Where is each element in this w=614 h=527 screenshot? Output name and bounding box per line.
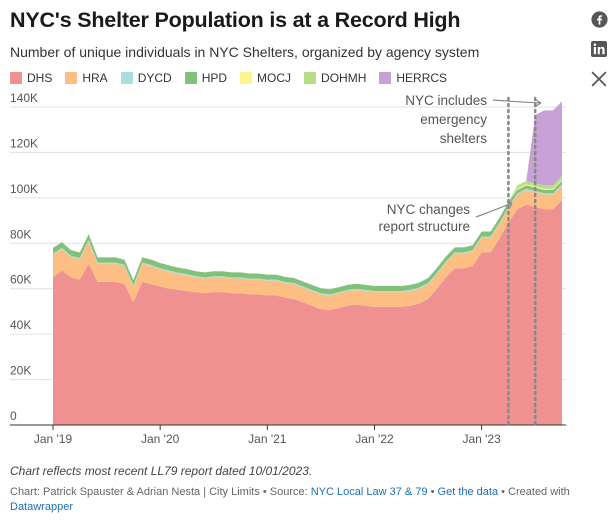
y-tick-label: 20K: [10, 364, 31, 378]
y-tick-label: 80K: [10, 227, 31, 241]
legend-label: MOCJ: [257, 71, 292, 85]
annotation-arrow: [475, 202, 513, 218]
legend-item-dycd: DYCD: [120, 71, 172, 85]
chart-legend: DHS HRA DYCD HPD MOCJ DOHMH HERRCS: [10, 71, 447, 85]
legend-item-hra: HRA: [65, 71, 108, 85]
y-tick-label: 40K: [10, 318, 31, 332]
y-axis-ticks: 0 20K 40K 60K 80K 100K 120K 140K: [10, 91, 38, 423]
legend-item-herrcs: HERRCS: [379, 71, 447, 85]
y-tick-label: 0: [10, 409, 17, 423]
annotation-emergency: emergency: [420, 112, 487, 127]
source-link[interactable]: NYC Local Law 37 & 79: [310, 486, 428, 498]
linkedin-icon[interactable]: [590, 40, 608, 58]
legend-label: DYCD: [137, 71, 172, 85]
legend-swatch: [65, 72, 78, 84]
reference-lines: [507, 96, 537, 427]
chart-credit: Chart: Patrick Spauster & Adrian Nesta |…: [10, 485, 580, 515]
y-tick-label: 100K: [10, 182, 38, 196]
legend-swatch: [304, 72, 317, 84]
legend-item-hpd: HPD: [184, 71, 228, 85]
legend-item-dhs: DHS: [10, 71, 52, 85]
annotation-structure: report structure: [378, 219, 470, 234]
legend-label: HERRCS: [396, 71, 448, 85]
legend-label: HRA: [82, 71, 108, 85]
legend-swatch: [120, 72, 133, 84]
annotation-structure: NYC changes: [387, 202, 471, 217]
credit-text: Chart: Patrick Spauster & Adrian Nesta |…: [10, 486, 311, 498]
x-tick-label: Jan '20: [141, 432, 180, 446]
annotation-emergency: shelters: [440, 131, 488, 146]
x-axis-ticks: Jan '19 Jan '20 Jan '21 Jan '22 Jan '23: [34, 425, 501, 446]
legend-swatch: [184, 72, 197, 84]
legend-label: HPD: [201, 71, 228, 85]
legend-label: DHS: [27, 71, 53, 85]
legend-item-dohmh: DOHMH: [304, 71, 366, 85]
x-tick-label: Jan '19: [34, 432, 73, 446]
y-tick-label: 140K: [10, 91, 38, 105]
area-dhs: [53, 200, 562, 425]
legend-swatch: [240, 72, 253, 84]
chart-title: NYC's Shelter Population is at a Record …: [10, 8, 461, 32]
area-hra: [53, 185, 562, 311]
chart-canvas: 0 20K 40K 60K 80K 100K 120K 140K Jan '19 Jan '20…: [10, 91, 566, 446]
annotation-arrow: [492, 99, 542, 104]
credit-created-with: • Created with: [498, 486, 570, 498]
area-series: [10, 101, 566, 426]
x-icon[interactable]: [590, 70, 608, 88]
facebook-icon[interactable]: [590, 10, 608, 28]
get-data-link[interactable]: Get the data: [437, 486, 499, 498]
legend-label: DOHMH: [321, 71, 367, 85]
x-tick-label: Jan '21: [248, 432, 287, 446]
x-tick-label: Jan '23: [462, 432, 501, 446]
credit-separator: •: [427, 486, 438, 498]
datawrapper-link[interactable]: Datawrapper: [10, 501, 73, 513]
annotation-arrowhead: [506, 201, 513, 208]
chart-subtitle: Number of unique individuals in NYC Shel…: [10, 44, 480, 60]
legend-swatch: [10, 72, 22, 84]
share-buttons: [590, 10, 608, 88]
y-tick-label: 60K: [10, 273, 31, 287]
annotations: NYC includes emergency shelters NYC changes…: [378, 93, 542, 234]
legend-swatch: [379, 72, 392, 84]
x-tick-label: Jan '22: [355, 432, 394, 446]
legend-item-mocj: MOCJ: [240, 71, 291, 85]
y-tick-label: 120K: [10, 136, 38, 150]
annotation-arrowhead: [535, 99, 542, 107]
annotation-emergency: NYC includes: [405, 93, 487, 108]
chart-note: Chart reflects most recent LL79 report d…: [10, 464, 313, 478]
